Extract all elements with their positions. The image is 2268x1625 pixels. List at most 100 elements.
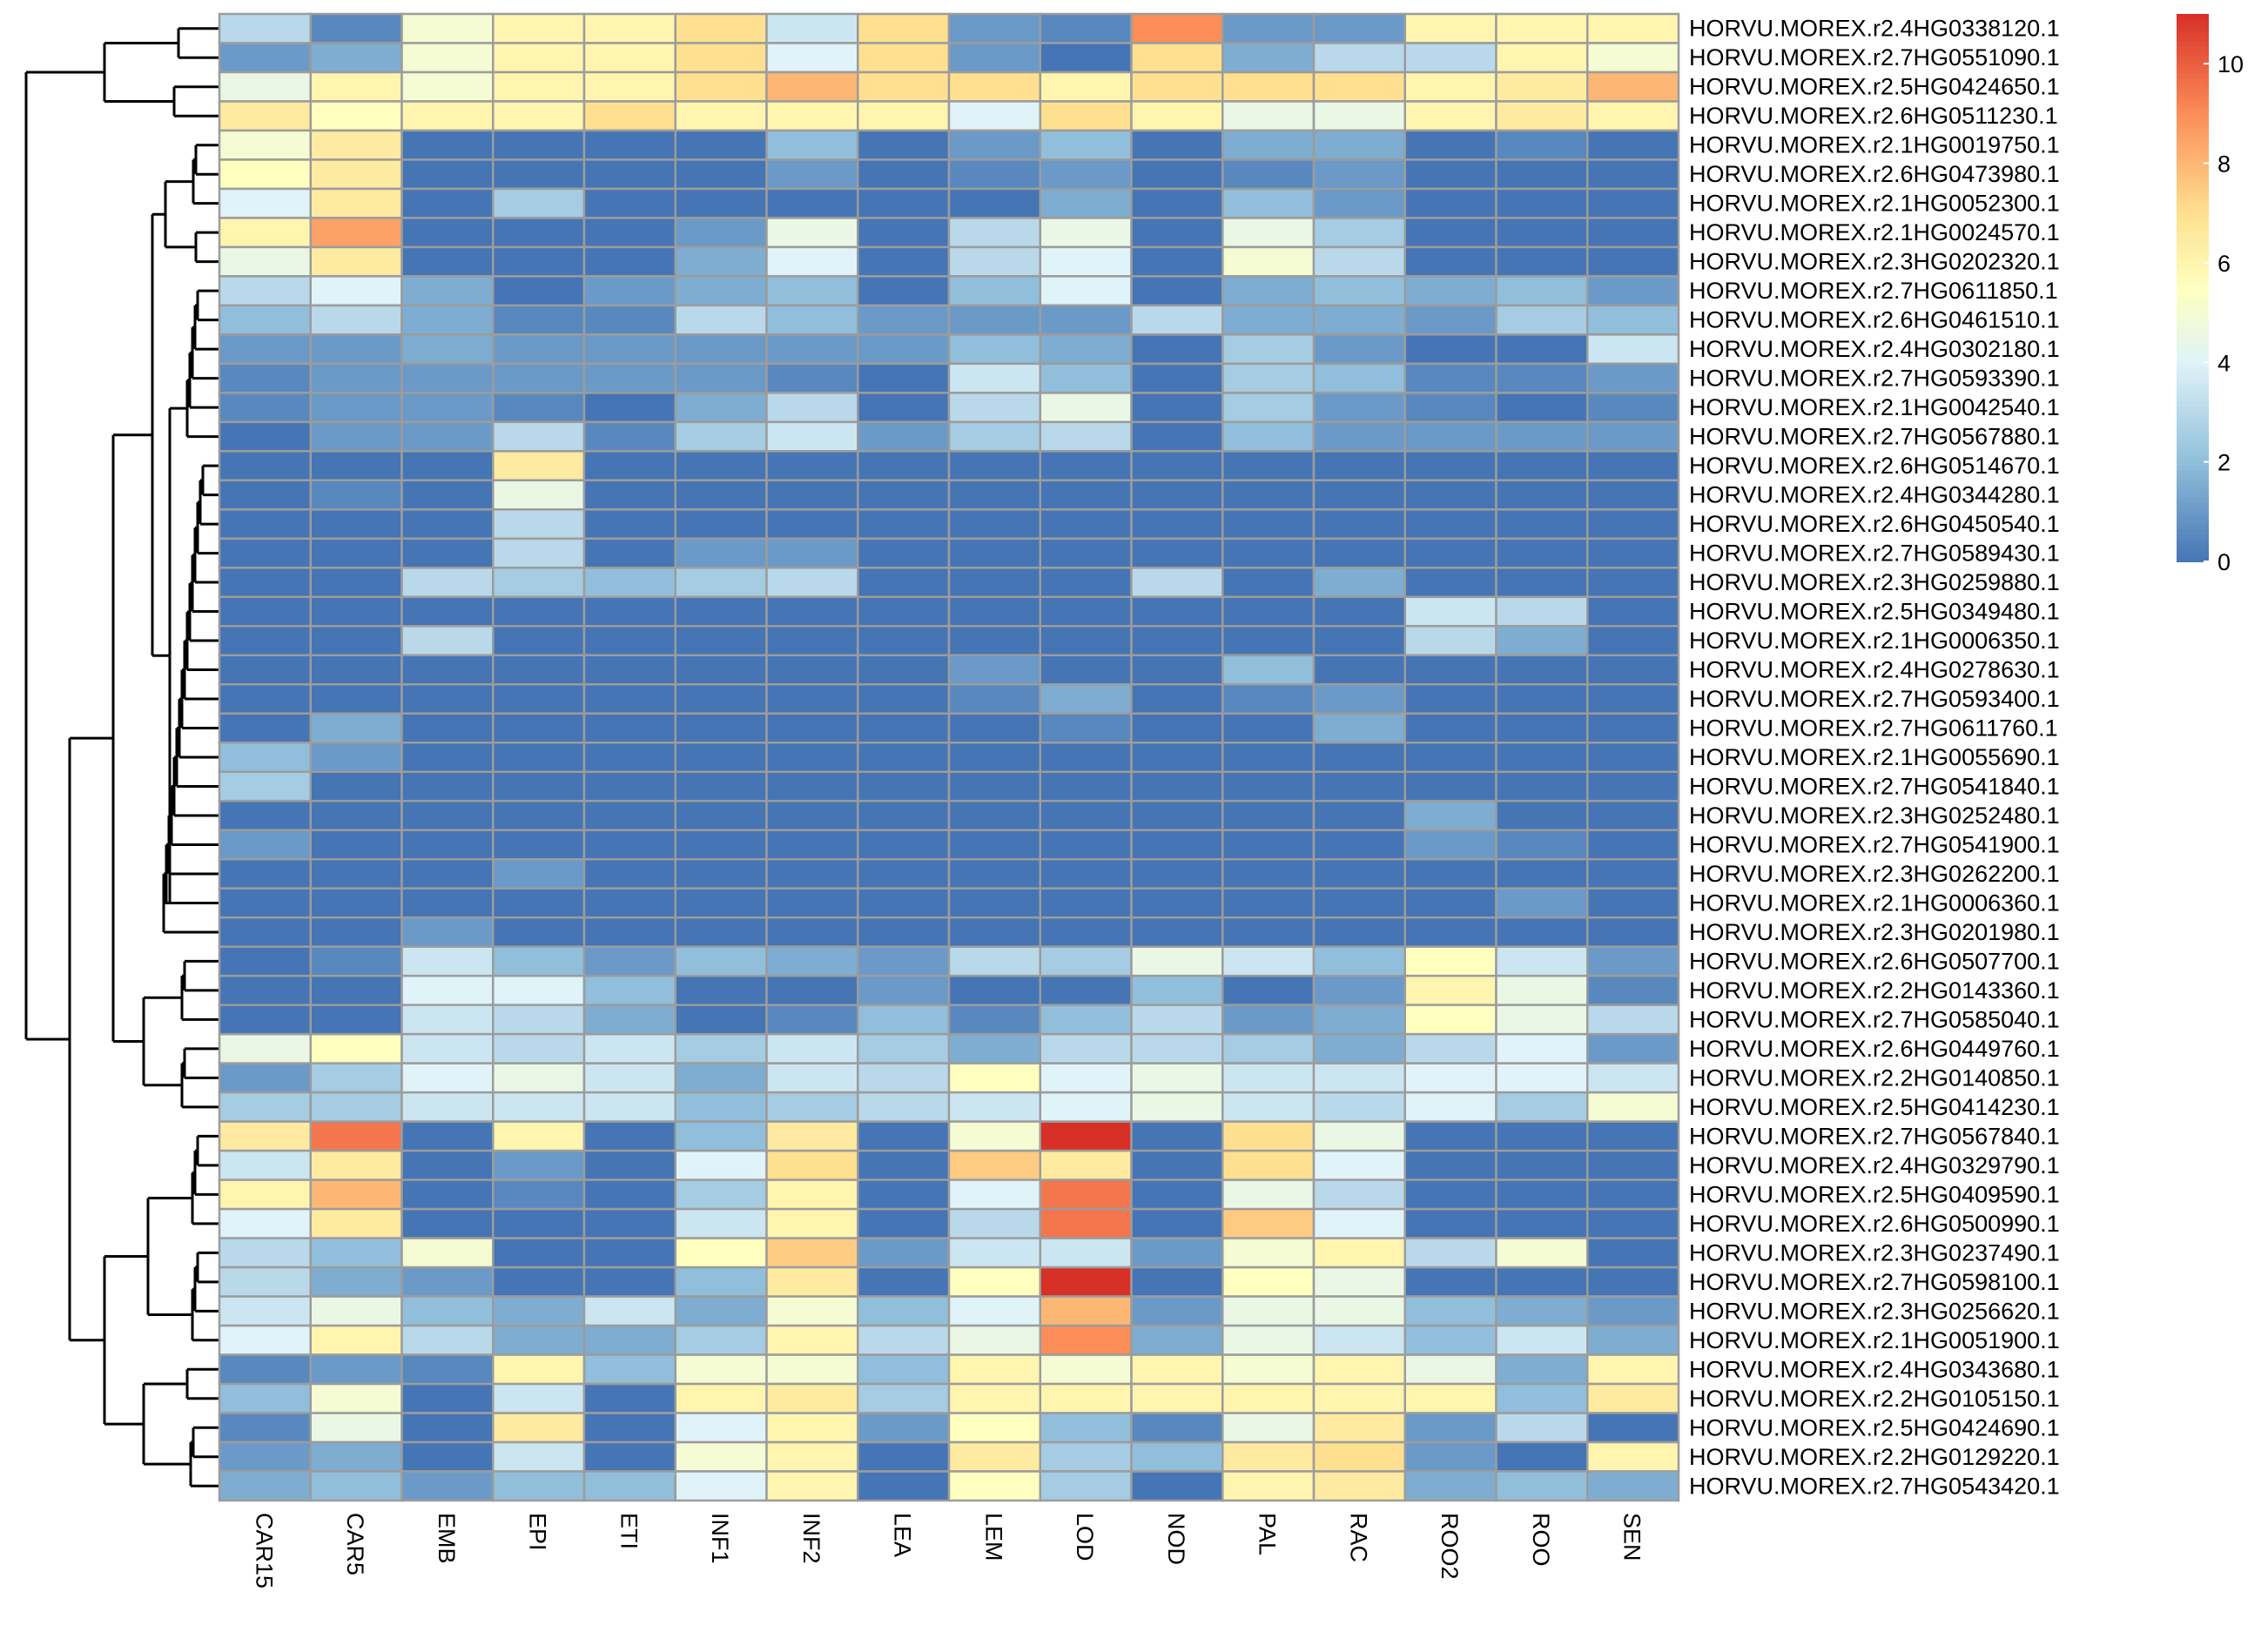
heatmap-cell: [218, 742, 312, 773]
heatmap-cell: [218, 479, 312, 511]
heatmap-cell: [1312, 974, 1406, 1006]
heatmap-cell: [1221, 479, 1316, 511]
heatmap-cell: [765, 1266, 859, 1298]
legend-gradient-segment: [2177, 306, 2209, 312]
heatmap-cell: [674, 304, 768, 336]
heatmap-cell: [1039, 1149, 1133, 1181]
heatmap-cell: [309, 1120, 403, 1152]
heatmap-cell: [1039, 245, 1133, 278]
heatmap-cell: [1403, 799, 1497, 831]
heatmap-cell: [582, 799, 676, 831]
legend-tick-label: 10: [2218, 51, 2244, 77]
heatmap-cell: [765, 1149, 859, 1181]
heatmap-cell: [674, 275, 768, 307]
heatmap-cell: [674, 1266, 768, 1298]
heatmap-cell: [674, 1237, 768, 1269]
heatmap-cell: [1221, 916, 1316, 948]
heatmap-cell: [765, 1062, 859, 1094]
legend-gradient-segment: [2177, 55, 2209, 61]
heatmap-cell: [309, 333, 403, 366]
heatmap-cell: [309, 304, 403, 336]
heatmap-cell: [1586, 829, 1680, 861]
column-label: EPI: [525, 1513, 551, 1551]
legend-gradient-segment: [2177, 77, 2209, 84]
heatmap-cell: [674, 1004, 768, 1036]
heatmap-cell: [218, 683, 312, 715]
heatmap-cell: [309, 857, 403, 890]
heatmap-cell: [1039, 304, 1133, 336]
heatmap-cell: [309, 537, 403, 569]
heatmap-cell: [1039, 742, 1133, 773]
heatmap-cell: [1039, 654, 1133, 686]
heatmap-cell: [1495, 945, 1589, 977]
heatmap-cell: [309, 1382, 403, 1414]
heatmap-cell: [1039, 12, 1133, 44]
heatmap-cell: [1130, 100, 1224, 132]
heatmap-cell: [674, 217, 768, 249]
heatmap-cell: [582, 1412, 676, 1444]
legend-gradient-segment: [2177, 50, 2209, 57]
heatmap-cell: [1130, 450, 1224, 482]
heatmap-cell: [674, 799, 768, 831]
heatmap-cell: [1586, 158, 1680, 191]
heatmap-cell: [1039, 100, 1133, 132]
heatmap-cell: [1403, 945, 1497, 977]
heatmap-cell: [1312, 245, 1406, 278]
heatmap-cell: [1221, 158, 1316, 191]
heatmap-cell: [1586, 392, 1680, 424]
heatmap-cell: [1403, 1324, 1497, 1356]
heatmap-cell: [947, 712, 1041, 744]
heatmap-cell: [765, 916, 859, 948]
heatmap-cell: [582, 1440, 676, 1473]
legend-gradient-segment: [2177, 191, 2209, 198]
heatmap-cell: [1495, 450, 1589, 482]
heatmap-cell: [582, 217, 676, 249]
legend-gradient-segment: [2177, 110, 2209, 116]
heatmap-cell: [218, 12, 312, 44]
legend-gradient-segment: [2177, 456, 2209, 462]
row-label: HORVU.MOREX.r2.2HG0129220.1: [1689, 1444, 2060, 1470]
heatmap-cell: [492, 275, 586, 307]
heatmap-cell: [582, 567, 676, 599]
heatmap-cell: [400, 12, 495, 44]
heatmap-cell: [400, 567, 495, 599]
heatmap-cell: [492, 567, 586, 599]
legend-gradient-segment: [2177, 123, 2209, 130]
column-label: CAR5: [342, 1513, 368, 1575]
heatmap-cell: [857, 304, 951, 336]
heatmap-cell: [1221, 654, 1316, 686]
heatmap-cell: [1586, 1295, 1680, 1327]
heatmap-cell: [218, 537, 312, 569]
heatmap-cell: [1495, 1440, 1589, 1473]
heatmap-cell: [1586, 1149, 1680, 1181]
heatmap-cell: [309, 742, 403, 773]
heatmap-cell: [582, 712, 676, 744]
heatmap-cell: [400, 508, 495, 541]
heatmap-cell: [947, 392, 1041, 424]
heatmap-cell: [492, 1266, 586, 1298]
heatmap-cell: [1495, 1004, 1589, 1036]
column-label: LOD: [1072, 1513, 1098, 1561]
heatmap-cell: [582, 158, 676, 191]
legend-gradient-segment: [2177, 314, 2209, 321]
heatmap-cell: [218, 799, 312, 831]
legend-gradient-segment: [2177, 507, 2209, 513]
heatmap-cell: [765, 1178, 859, 1211]
row-label: HORVU.MOREX.r2.5HG0349480.1: [1689, 599, 2060, 625]
legend-gradient-segment: [2177, 511, 2209, 517]
heatmap-cell: [765, 275, 859, 307]
heatmap-cell: [582, 1382, 676, 1414]
heatmap-cell: [218, 100, 312, 132]
heatmap-cell: [947, 742, 1041, 773]
heatmap-cell: [674, 1207, 768, 1239]
heatmap-cell: [947, 1237, 1041, 1269]
heatmap-cell: [1221, 1324, 1316, 1356]
row-label: HORVU.MOREX.r2.5HG0414230.1: [1689, 1094, 2060, 1120]
heatmap-cell: [1039, 1470, 1133, 1502]
heatmap-cell: [400, 245, 495, 278]
heatmap-cell: [400, 1062, 495, 1094]
heatmap-cell: [1495, 71, 1589, 103]
heatmap-cell: [1403, 275, 1497, 307]
legend-tick-label: 8: [2218, 151, 2231, 178]
heatmap-cell: [582, 1062, 676, 1094]
